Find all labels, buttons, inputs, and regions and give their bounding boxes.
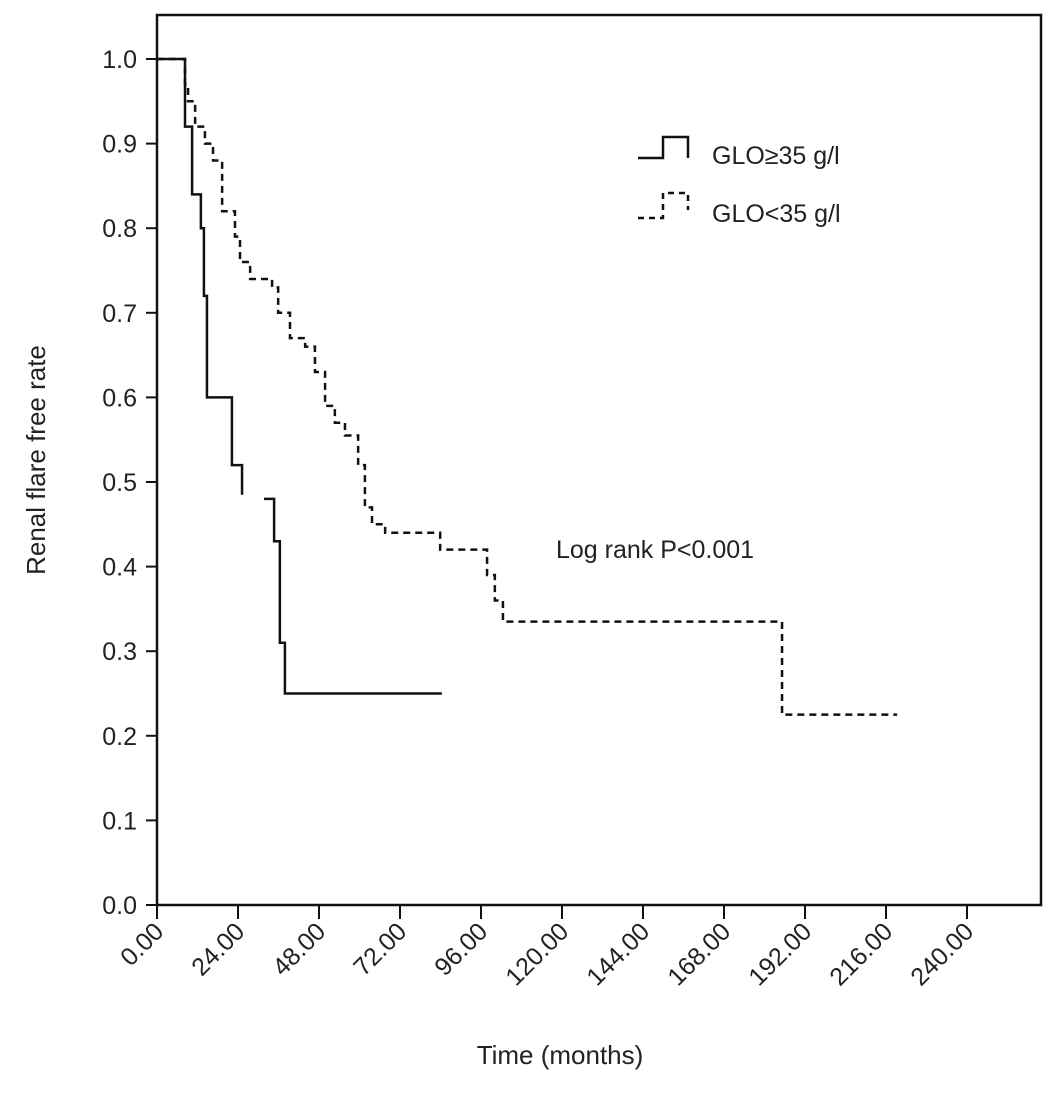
y-tick-label: 0.3 <box>102 638 137 666</box>
y-tick-label: 0.6 <box>102 384 137 412</box>
x-tick-label: 48.00 <box>267 917 331 981</box>
x-axis-label: Time (months) <box>477 1040 644 1070</box>
y-tick-label: 0.4 <box>102 554 137 582</box>
x-tick-label: 216.00 <box>824 917 898 991</box>
y-tick-label: 0.8 <box>102 215 137 243</box>
y-tick-label: 0.1 <box>102 807 137 835</box>
y-tick-label: 0.2 <box>102 723 137 751</box>
x-tick-label: 240.00 <box>905 917 979 991</box>
x-tick-label: 96.00 <box>429 917 493 981</box>
x-tick-label: 72.00 <box>348 917 412 981</box>
x-tick-label: 24.00 <box>186 917 250 981</box>
legend-label-solid: GLO≥35 g/l <box>712 142 840 170</box>
x-tick-label: 192.00 <box>743 917 817 991</box>
legend-label-dashed: GLO<35 g/l <box>712 200 841 228</box>
y-axis-label: Renal flare free rate <box>21 345 51 575</box>
x-tick-label: 168.00 <box>662 917 736 991</box>
curve-glo-lt-35-segment <box>157 57 898 716</box>
legend-swatch-dashed <box>638 191 690 220</box>
y-tick-label: 1.0 <box>102 46 137 74</box>
y-axis: 0.0 0.1 0.2 0.3 0.4 0.5 0.6 0.7 0.8 0.9 1.0 <box>102 46 157 920</box>
y-tick-label: 0.9 <box>102 131 137 159</box>
x-axis: 0.00 24.00 48.00 72.00 96.00 120.00 144.00 168.… <box>115 905 979 991</box>
legend: GLO≥35 g/l GLO<35 g/l <box>638 135 841 228</box>
y-tick-label: 0.5 <box>102 469 137 497</box>
y-tick-label: 0.7 <box>102 300 137 328</box>
survival-curves <box>157 57 898 716</box>
curve-glo-ge-35-segment <box>157 57 244 495</box>
y-tick-label: 0.0 <box>102 892 137 920</box>
x-tick-label: 144.00 <box>581 917 655 991</box>
x-tick-label: 0.00 <box>115 917 169 971</box>
curve-glo-ge-35-segment <box>263 497 442 695</box>
x-tick-label: 120.00 <box>500 917 574 991</box>
legend-swatch-solid <box>638 135 690 160</box>
plot-frame <box>155 13 1043 907</box>
annotation-log-rank: Log rank P<0.001 <box>556 536 754 564</box>
